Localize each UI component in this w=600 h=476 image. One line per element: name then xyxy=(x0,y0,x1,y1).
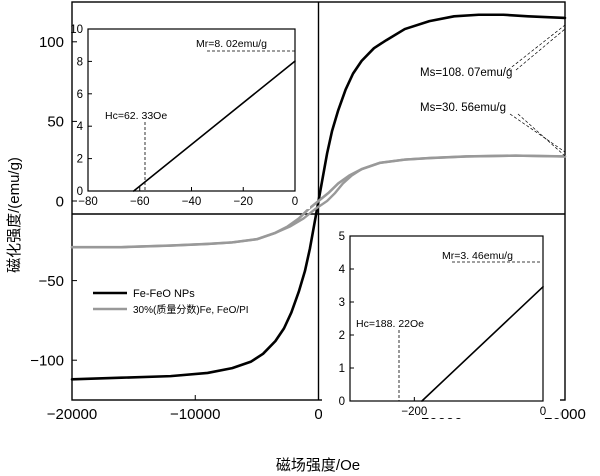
inset-lower-y-tick-label: 5 xyxy=(339,231,345,243)
inset-lower-series-layer xyxy=(421,286,544,402)
main-x-axis-title: 磁场强度/Oe xyxy=(276,457,360,474)
inset-lower-y-tick-label: 0 xyxy=(339,396,345,408)
inset-upper-y-tick-label: 10 xyxy=(70,24,83,36)
inset-upper-series-line-0 xyxy=(132,60,296,192)
inset-upper-y-tick-label: 2 xyxy=(77,154,83,166)
main-series-layer xyxy=(70,13,567,381)
ms-label-composite: Ms=30. 56emu/g xyxy=(420,102,506,114)
main-y-tick-label: −50 xyxy=(39,273,64,290)
ms-callout-line-1b xyxy=(515,28,566,71)
inset-upper-y-tick-label: 8 xyxy=(77,56,83,68)
main-y-tick-label: −100 xyxy=(30,352,64,369)
main-y-tick-label: 50 xyxy=(47,114,64,131)
main-x-tick-label: −10000 xyxy=(170,406,220,423)
inset-upper-series-layer xyxy=(132,60,296,192)
legend: Fe-FeO NPs 30%(质量分数)Fe, FeO/PI xyxy=(93,288,249,316)
inset-lower-x-tick-label: 0 xyxy=(540,406,546,418)
inset-upper: −80 −60 −40 −20 0 0 2 4 6 8 10 Mr=8. 02emu/g Hc=62… xyxy=(70,11,310,209)
main-series-line-0 xyxy=(70,13,567,381)
inset-lower-ticks: −200 0 0 1 2 3 4 5 xyxy=(339,231,547,418)
inset-upper-x-tick-label: −60 xyxy=(130,196,150,208)
inset-upper-x-tick-label: −20 xyxy=(233,196,253,208)
inset-upper-ticks: −80 −60 −40 −20 0 0 2 4 6 8 10 xyxy=(70,24,298,208)
inset-lower-mr-label: Mr=3. 46emu/g xyxy=(442,250,513,262)
inset-upper-y-tick-label: 6 xyxy=(77,89,83,101)
main-y-tick-label: 100 xyxy=(39,34,64,51)
inset-lower-series-line-0 xyxy=(421,286,544,402)
inset-lower-frame xyxy=(349,235,544,402)
inset-upper-x-tick-label: −80 xyxy=(78,196,98,208)
inset-lower-hc-label: Hc=188. 22Oe xyxy=(356,318,424,330)
main-x-tick-label: 0 xyxy=(314,406,322,423)
ms-label-fe-feo: Ms=108. 07emu/g xyxy=(420,67,512,79)
main-y-tick-label: 0 xyxy=(56,193,64,210)
inset-upper-mr-label: Mr=8. 02emu/g xyxy=(196,38,267,50)
inset-upper-x-tick-label: −40 xyxy=(182,196,202,208)
main-y-axis-title: 磁化强度/(emu/g) xyxy=(6,157,23,273)
inset-upper-y-tick-label: 0 xyxy=(77,186,83,198)
main-x-tick-label: −20000 xyxy=(47,406,97,423)
inset-upper-x-tick-label: 0 xyxy=(292,196,298,208)
ms-callout-line-2a xyxy=(509,113,566,153)
ms-callout-line-1a xyxy=(507,24,566,71)
inset-lower-y-tick-label: 3 xyxy=(339,297,345,309)
ms-callout-lines xyxy=(507,24,566,157)
inset-lower-y-tick-label: 1 xyxy=(339,363,345,375)
ms-callout-line-2b xyxy=(517,113,566,157)
legend-label-composite: 30%(质量分数)Fe, FeO/PI xyxy=(133,303,249,316)
inset-upper-hc-label: Hc=62. 33Oe xyxy=(105,110,167,122)
inset-lower: −200 0 0 1 2 3 4 5 Mr=3. 46emu/g Hc=188. 22Oe xyxy=(322,222,560,418)
inset-upper-background xyxy=(85,11,310,209)
inset-lower-y-tick-label: 4 xyxy=(339,264,346,276)
inset-lower-y-tick-label: 2 xyxy=(339,330,345,342)
inset-lower-background xyxy=(322,222,560,418)
inset-upper-y-tick-label: 4 xyxy=(77,121,84,133)
legend-label-fe-feo: Fe-FeO NPs xyxy=(133,288,195,300)
main-series-loop-branch xyxy=(72,154,566,249)
inset-lower-x-tick-label: −200 xyxy=(401,406,427,418)
